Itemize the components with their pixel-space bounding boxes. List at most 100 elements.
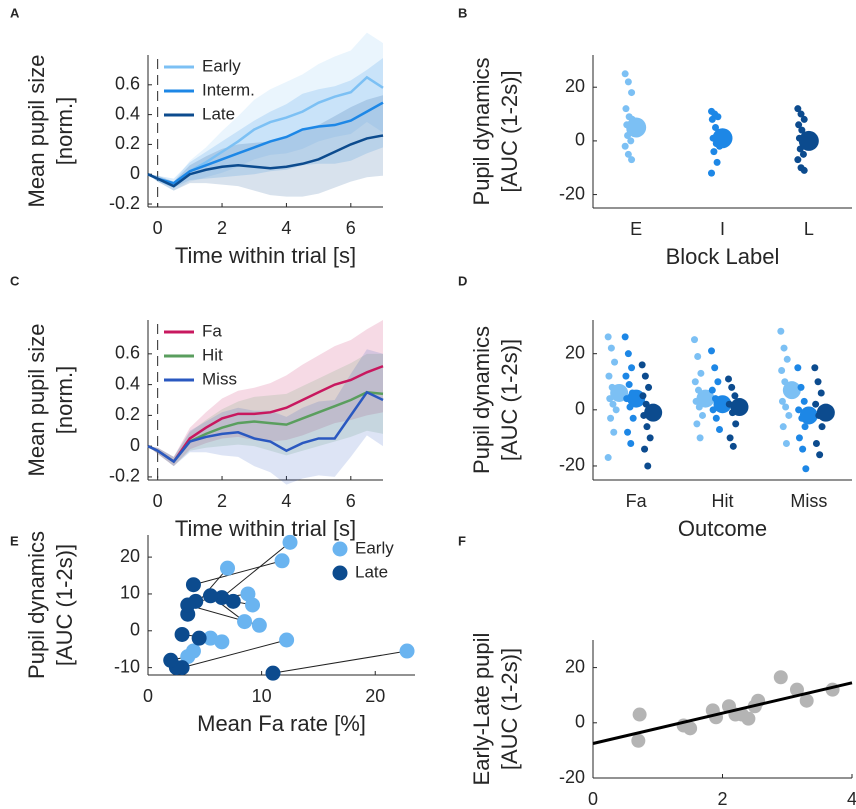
- y-axis-label: [norm.]: [52, 366, 77, 434]
- y-tick-label: 20: [120, 546, 140, 566]
- data-point: [797, 383, 805, 391]
- data-point: [643, 423, 651, 431]
- data-point: [628, 89, 636, 97]
- x-tick-label: 4: [281, 491, 291, 511]
- data-point: [282, 534, 298, 550]
- data-point: [185, 577, 201, 593]
- data-point: [625, 381, 633, 389]
- data-point: [628, 364, 636, 372]
- data-point: [163, 652, 179, 668]
- data-point: [605, 372, 613, 380]
- data-point: [814, 378, 822, 386]
- mean-dot: [712, 128, 733, 149]
- data-point: [800, 166, 808, 174]
- data-point: [778, 367, 786, 375]
- panel-label: A: [10, 5, 20, 20]
- y-tick-label: -0.2: [109, 466, 140, 486]
- data-point: [794, 156, 802, 164]
- data-point: [274, 553, 290, 569]
- data-point: [811, 364, 819, 372]
- data-point: [708, 169, 715, 177]
- y-tick-label: 0: [575, 130, 585, 150]
- data-point: [799, 150, 807, 158]
- data-point: [798, 126, 806, 134]
- legend-swatch: [332, 541, 348, 557]
- pair-line: [272, 650, 408, 674]
- data-point: [802, 465, 810, 473]
- legend-label: Hit: [202, 345, 223, 364]
- error-band: [148, 349, 383, 485]
- data-point: [773, 670, 788, 685]
- data-point: [699, 411, 706, 419]
- data-point: [641, 445, 649, 453]
- data-point: [818, 423, 826, 431]
- mean-dot: [816, 403, 835, 422]
- data-point: [801, 423, 809, 431]
- legend-swatch: [332, 565, 348, 581]
- error-band: [148, 95, 383, 197]
- data-point: [628, 156, 636, 164]
- y-tick-label: 0.4: [115, 373, 140, 393]
- data-point: [708, 386, 716, 394]
- data-point: [624, 350, 632, 358]
- data-point: [712, 123, 719, 131]
- mean-dot: [799, 406, 818, 425]
- data-point: [795, 121, 803, 129]
- data-point: [639, 392, 647, 400]
- data-point: [609, 400, 617, 408]
- data-point: [799, 445, 807, 453]
- data-point: [795, 434, 803, 442]
- data-point: [644, 462, 652, 470]
- y-axis-label: Mean pupil size: [24, 55, 49, 208]
- panel-label: F: [458, 533, 466, 548]
- x-tick-label: 0: [143, 686, 153, 706]
- data-point: [797, 110, 805, 118]
- x-tick-label: 2: [217, 218, 227, 238]
- x-axis-label: Mean Fa rate [%]: [197, 711, 366, 736]
- error-band: [148, 32, 383, 191]
- mean-dot: [626, 117, 647, 138]
- x-axis-label: Time within trial [s]: [175, 243, 356, 268]
- data-point: [638, 361, 646, 369]
- data-point: [812, 400, 820, 408]
- mean-line: [147, 134, 384, 188]
- y-axis-label: Pupil dynamics: [469, 58, 494, 206]
- x-tick-label: 0: [153, 491, 163, 511]
- mean-line: [147, 390, 384, 464]
- mean-dot: [713, 395, 732, 414]
- data-point: [794, 105, 802, 113]
- data-point: [714, 113, 722, 121]
- data-point: [631, 733, 646, 748]
- data-point: [621, 333, 629, 341]
- fit-line: [592, 681, 853, 745]
- data-point: [794, 364, 802, 372]
- mean-dot: [782, 381, 801, 400]
- data-point: [691, 378, 699, 386]
- data-point: [645, 383, 653, 391]
- y-tick-label: 20: [565, 656, 585, 676]
- data-point: [265, 665, 281, 681]
- data-point: [220, 560, 236, 576]
- panel-label: B: [458, 5, 467, 20]
- data-point: [710, 148, 718, 156]
- y-tick-label: 0.2: [115, 404, 140, 424]
- pair-line: [193, 560, 283, 586]
- mean-dot: [730, 398, 749, 417]
- data-point: [714, 378, 722, 386]
- y-tick-label: 0.4: [115, 103, 140, 123]
- data-point: [683, 721, 698, 736]
- x-tick-label: Fa: [626, 491, 648, 511]
- data-point: [624, 78, 632, 86]
- legend-label: Miss: [202, 369, 237, 388]
- data-point: [812, 440, 820, 448]
- data-point: [245, 597, 261, 613]
- data-point: [697, 369, 705, 377]
- data-point: [789, 682, 804, 697]
- data-point: [180, 649, 196, 665]
- data-point: [779, 423, 787, 431]
- y-axis-label: Mean pupil size: [24, 324, 49, 477]
- pair-line: [181, 639, 287, 669]
- y-tick-label: 0.6: [115, 74, 140, 94]
- data-point: [731, 392, 739, 400]
